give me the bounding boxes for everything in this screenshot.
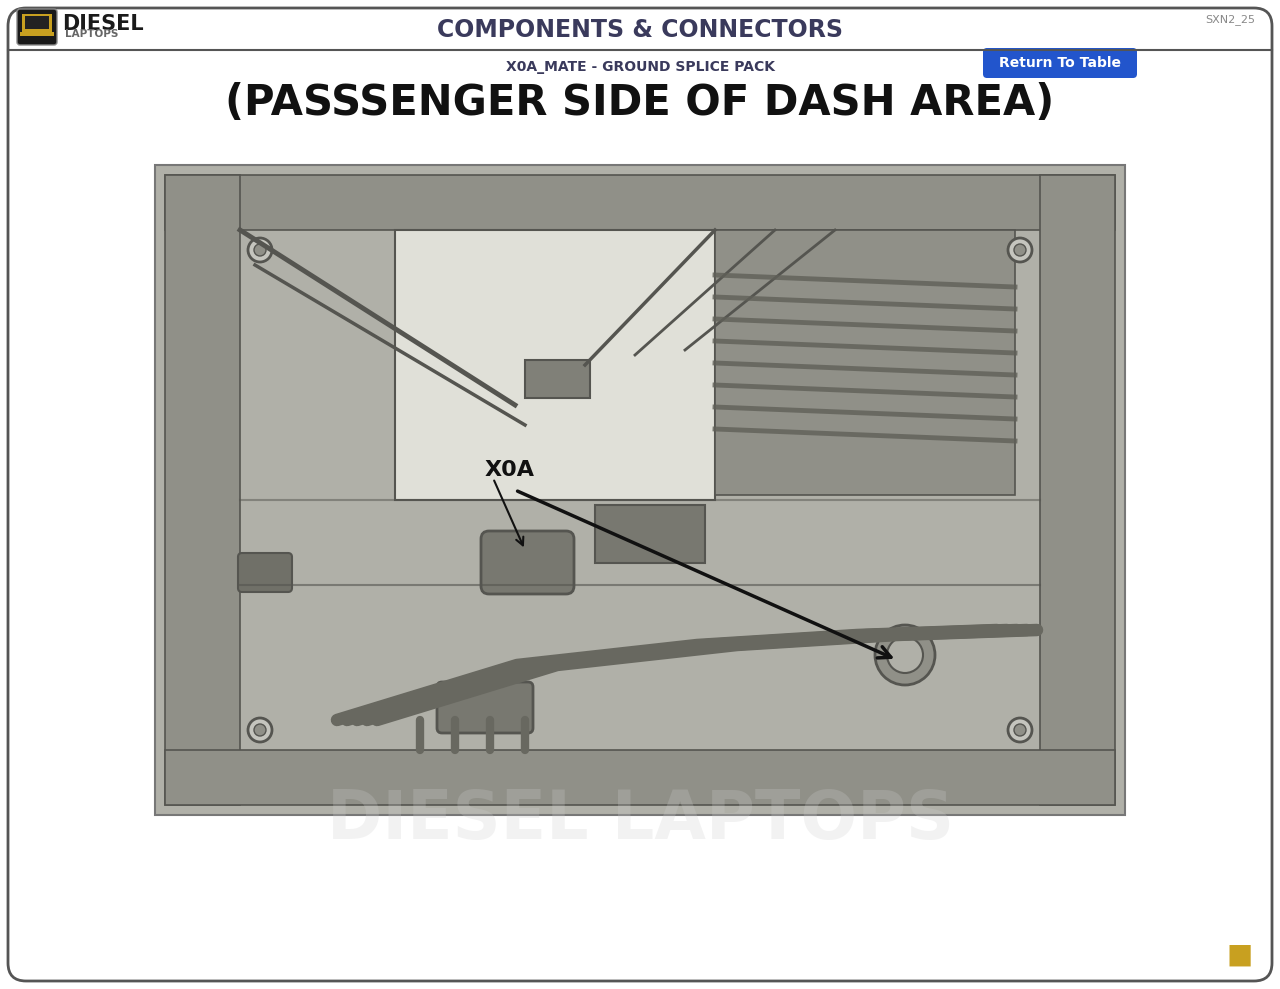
Bar (155, 165, 1125, 815)
Bar (396, 230, 716, 500)
Bar (26, 16, 49, 29)
Bar (595, 505, 705, 563)
Bar (165, 175, 241, 805)
Text: DIESEL: DIESEL (61, 14, 143, 34)
Circle shape (876, 625, 934, 685)
Text: X0A: X0A (485, 460, 535, 480)
FancyBboxPatch shape (8, 8, 1272, 981)
Text: SXN2_25: SXN2_25 (1204, 14, 1254, 25)
Circle shape (1009, 238, 1032, 262)
Text: ■: ■ (1226, 941, 1253, 969)
Bar (165, 750, 1115, 805)
Bar (1039, 175, 1115, 805)
Bar (716, 230, 1015, 495)
Circle shape (253, 244, 266, 256)
Text: COMPONENTS & CONNECTORS: COMPONENTS & CONNECTORS (436, 18, 844, 42)
Circle shape (1014, 724, 1027, 736)
Text: LAPTOPS: LAPTOPS (65, 29, 118, 39)
Bar (525, 360, 590, 398)
Text: (PASSSENGER SIDE OF DASH AREA): (PASSSENGER SIDE OF DASH AREA) (225, 82, 1055, 124)
Circle shape (248, 718, 273, 742)
Circle shape (253, 724, 266, 736)
Circle shape (248, 238, 273, 262)
Bar (20, 32, 54, 36)
FancyBboxPatch shape (17, 9, 58, 45)
Text: DIESEL LAPTOPS: DIESEL LAPTOPS (326, 787, 954, 853)
FancyBboxPatch shape (436, 682, 532, 733)
Text: Return To Table: Return To Table (998, 56, 1121, 70)
Circle shape (1009, 718, 1032, 742)
Text: X0A_MATE - GROUND SPLICE PACK: X0A_MATE - GROUND SPLICE PACK (506, 60, 774, 74)
FancyBboxPatch shape (481, 531, 573, 594)
Bar (22, 14, 52, 32)
Circle shape (1014, 244, 1027, 256)
Circle shape (887, 637, 923, 673)
FancyBboxPatch shape (238, 553, 292, 592)
Bar (165, 175, 1115, 230)
FancyBboxPatch shape (983, 48, 1137, 78)
